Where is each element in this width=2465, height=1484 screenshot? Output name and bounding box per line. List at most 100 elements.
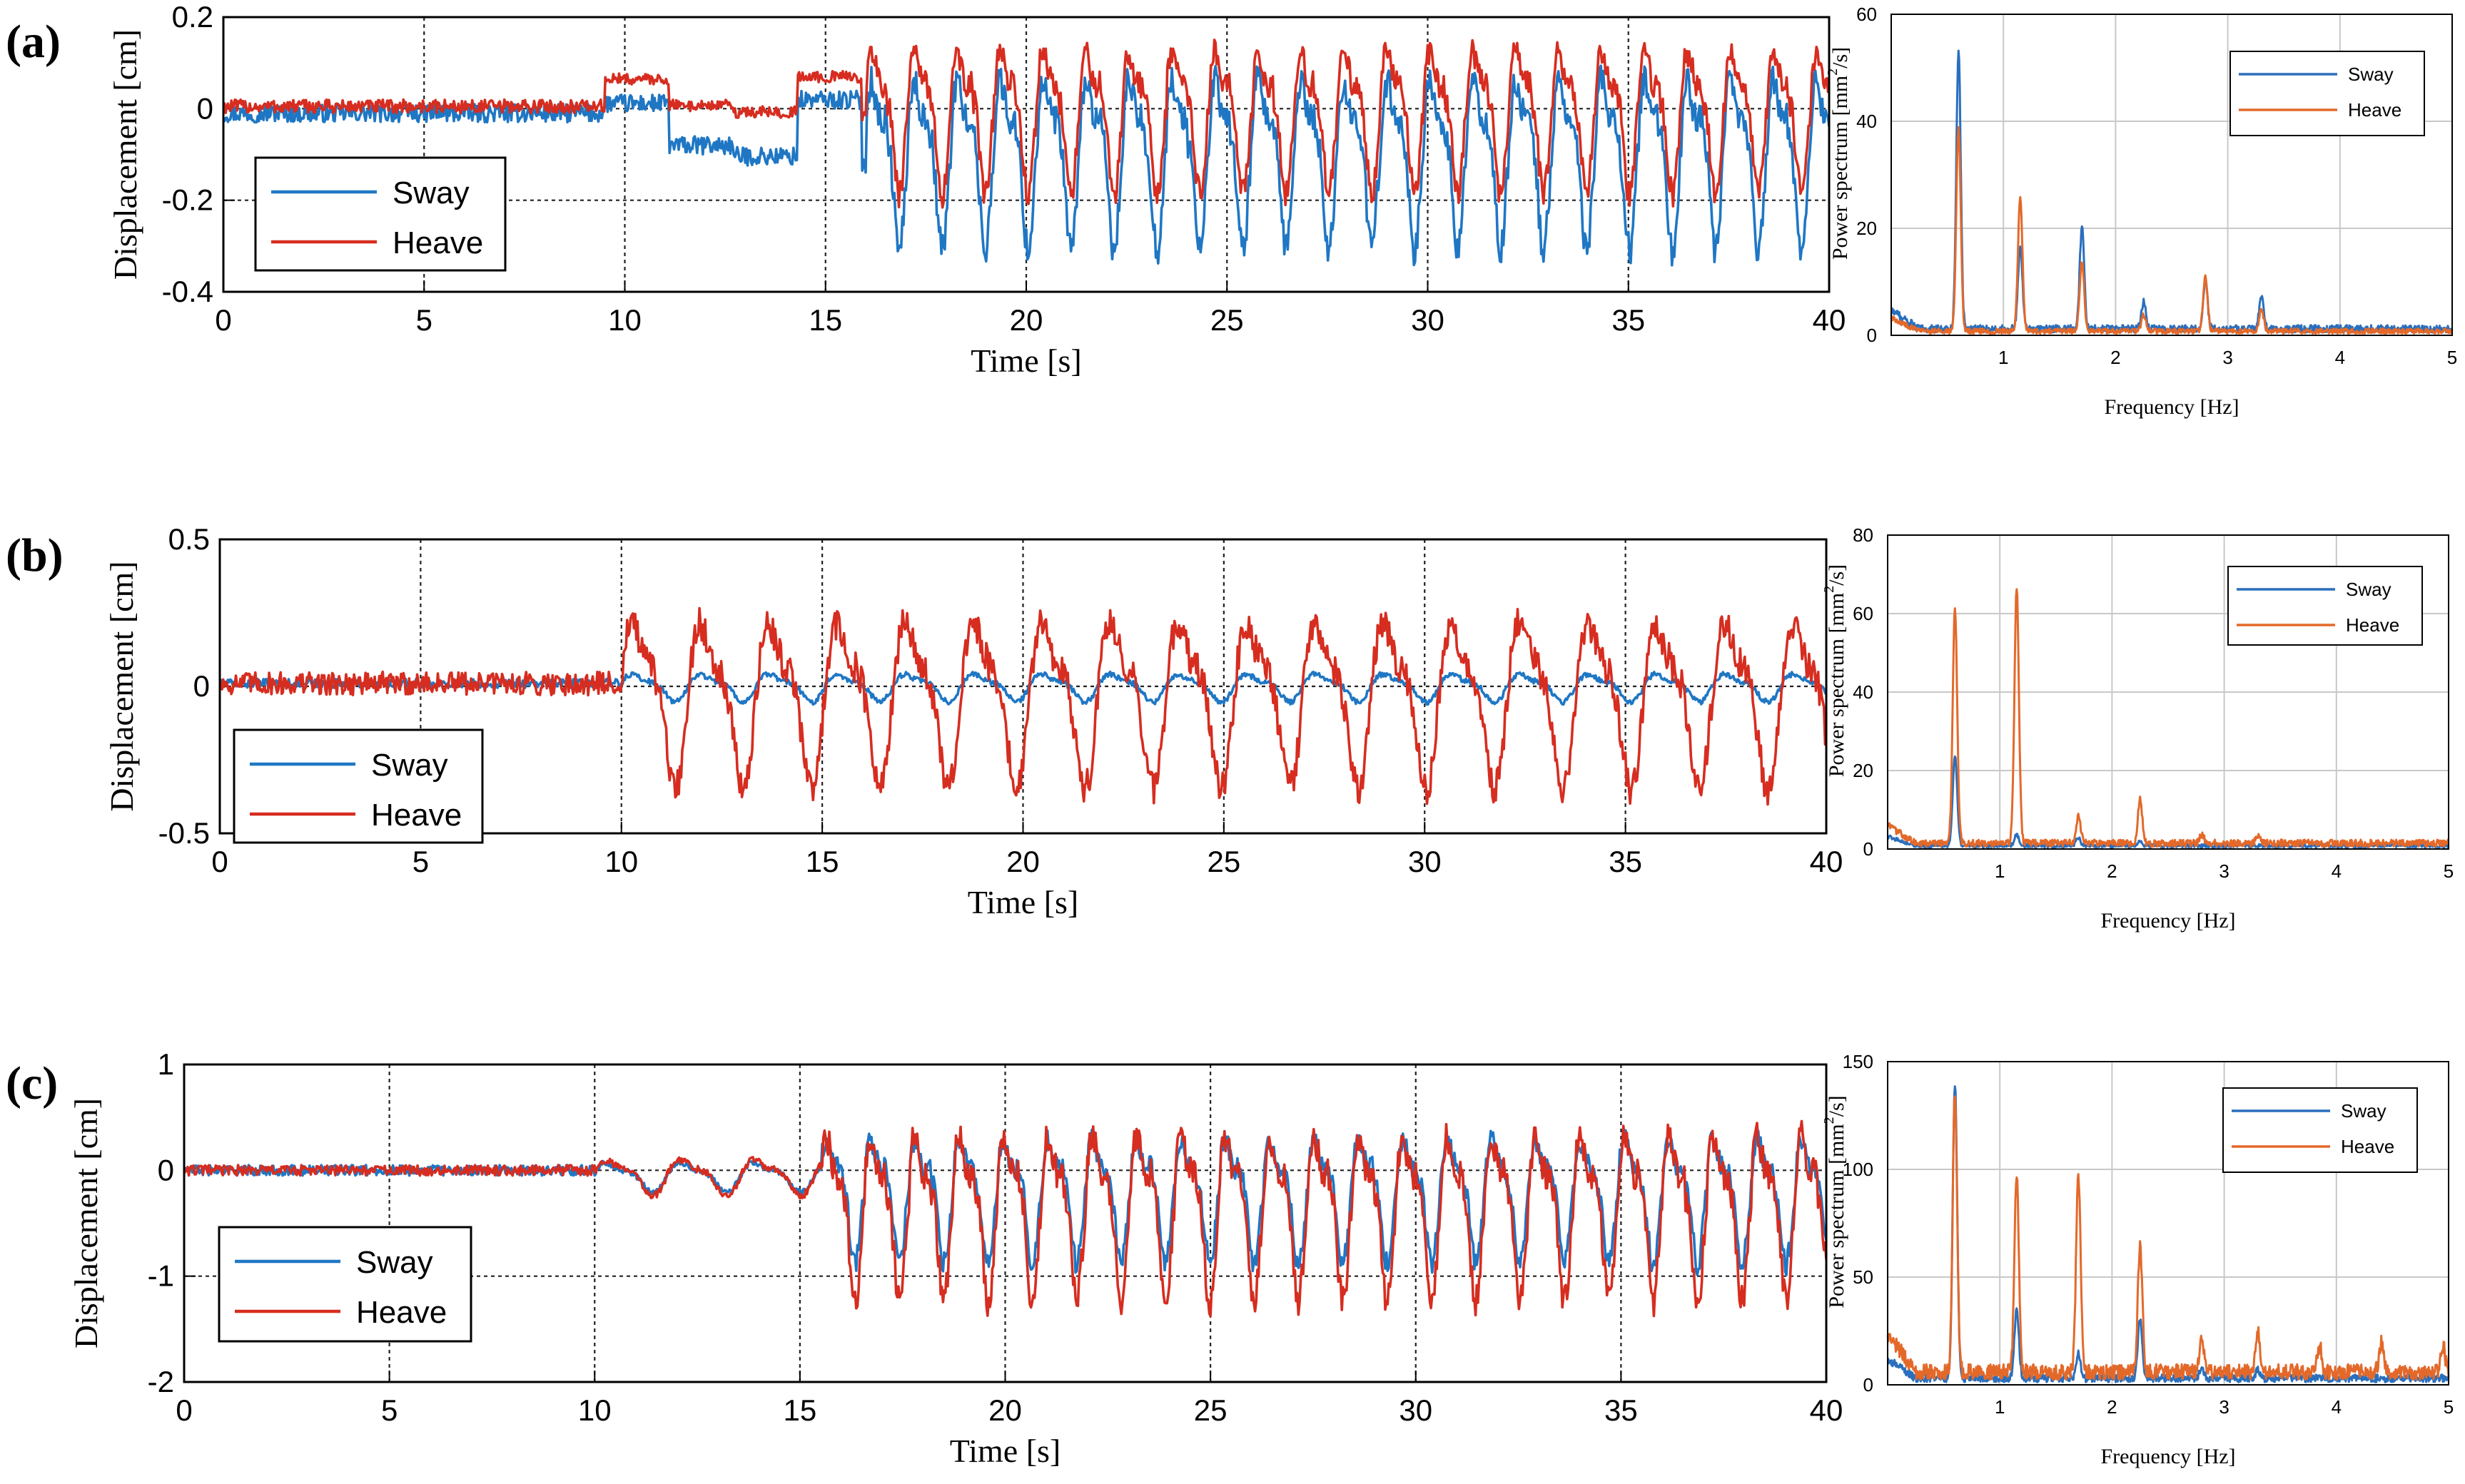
x-axis-label: Time [s] [950, 1433, 1061, 1469]
spectrum-y-tick-label: 150 [1843, 1051, 1873, 1072]
x-tick-label: 30 [1408, 845, 1442, 878]
spectrum-x-tick-label: 4 [2335, 347, 2345, 368]
spectrum-x-tick-label: 5 [2444, 1396, 2454, 1418]
y-axis-label: Displacement [cm] [107, 29, 143, 280]
spectrum-x-tick-label: 2 [2107, 860, 2117, 882]
spectrum-x-tick-label: 1 [1995, 1396, 2005, 1418]
y-tick-label: 0.5 [168, 522, 210, 556]
spectrum-x-tick-label: 2 [2110, 347, 2120, 368]
spectrum-y-tick-label: 60 [1856, 4, 1877, 25]
spectrum-x-axis-label: Frequency [Hz] [2100, 909, 2235, 932]
time-chart: 0 5 10 15 20 25 30 35 40 -0.4 -0.2 0 0.2 Time [s] Disp… [107, 0, 1846, 379]
spectrum-chart: 1 2 3 4 5 0 20 40 60 Frequency [Hz] Power spectrum… [1825, 4, 2457, 419]
spectrum-frame [1890, 14, 2453, 336]
spectrum-y-tick-label: 0 [1863, 1374, 1873, 1396]
x-tick-label: 25 [1194, 1393, 1228, 1427]
spectrum-y-tick-label: 80 [1853, 524, 1873, 546]
spectrum-y-axis-label: Power spectrum [mm2/s] [1821, 564, 1848, 777]
spectrum-legend-entry-sway: Sway [2348, 63, 2394, 85]
spectrum-legend-entry-heave: Heave [2346, 614, 2399, 636]
legend-entry-sway: Sway [393, 176, 470, 210]
spectrum-legend-entry-sway: Sway [2341, 1100, 2386, 1122]
x-tick-label: 0 [211, 845, 228, 878]
spectrum-legend: Sway Heave [2229, 51, 2425, 136]
y-tick-label: -2 [148, 1365, 174, 1398]
spectrum-line-heave [1890, 126, 2454, 335]
panel-label: (b) [6, 529, 64, 581]
spectrum-legend-entry-heave: Heave [2348, 99, 2401, 121]
spectrum-x-tick-label: 5 [2447, 347, 2457, 368]
x-axis-label: Time [s] [968, 884, 1079, 920]
legend-entry-sway: Sway [356, 1245, 433, 1280]
spectrum-legend-entry-sway: Sway [2346, 579, 2391, 600]
x-tick-label: 15 [806, 845, 839, 878]
spectrum-legend: Sway Heave [2227, 566, 2423, 646]
spectrum-y-axis-label: Power spectrum [mm2/s] [1825, 47, 1852, 260]
legend: Sway Heave [233, 728, 484, 844]
y-tick-label: 1 [158, 1047, 174, 1081]
plot-frame [218, 538, 1828, 835]
spectrum-line-heave [1886, 1095, 2450, 1381]
y-tick-label: 0 [193, 669, 210, 703]
spectrum-legend-box [2222, 1087, 2418, 1173]
legend-box [254, 156, 507, 272]
x-tick-label: 25 [1208, 845, 1241, 878]
legend: Sway Heave [218, 1226, 472, 1343]
spectrum-x-tick-label: 4 [2332, 860, 2342, 882]
spectrum-legend-box [2227, 566, 2423, 646]
panel-label: (a) [6, 16, 61, 68]
y-tick-label: 0.2 [172, 0, 213, 34]
spectrum-x-tick-label: 5 [2444, 860, 2454, 882]
plot-frame [183, 1063, 1828, 1383]
y-tick-label: -0.4 [162, 275, 213, 308]
x-tick-label: 25 [1210, 303, 1244, 337]
spectrum-y-tick-label: 60 [1853, 603, 1873, 624]
x-tick-label: 0 [176, 1393, 192, 1427]
spectrum-frame [1887, 534, 2449, 850]
spectrum-y-tick-label: 40 [1853, 681, 1873, 703]
spectrum-y-tick-label: 0 [1863, 838, 1873, 860]
spectrum-line-heave [1887, 588, 2449, 848]
panel-label: (c) [6, 1057, 58, 1109]
spectrum-y-tick-label: 40 [1856, 111, 1877, 132]
spectrum-x-axis-label: Frequency [Hz] [2104, 395, 2239, 419]
x-tick-label: 15 [809, 303, 842, 337]
x-tick-label: 20 [1006, 845, 1040, 878]
y-axis-label: Displacement [cm] [103, 561, 140, 811]
x-tick-label: 5 [412, 845, 429, 878]
x-tick-label: 10 [604, 845, 638, 878]
legend-entry-heave: Heave [356, 1295, 447, 1330]
legend-box [233, 728, 484, 844]
x-tick-label: 5 [381, 1393, 398, 1427]
spectrum-x-tick-label: 3 [2219, 860, 2229, 882]
spectrum-y-tick-label: 50 [1853, 1266, 1873, 1288]
spectrum-legend-entry-heave: Heave [2341, 1136, 2394, 1157]
x-tick-label: 20 [988, 1393, 1022, 1427]
y-tick-label: -1 [148, 1259, 174, 1293]
spectrum-x-tick-label: 1 [1998, 347, 2008, 368]
series-line-sway [223, 64, 1829, 267]
y-axis-label: Displacement [cm] [68, 1098, 104, 1348]
spectrum-frame [1887, 1061, 2449, 1386]
y-tick-label: -0.2 [162, 183, 213, 217]
legend-box [218, 1226, 472, 1343]
spectrum-legend-box [2229, 51, 2425, 136]
plot-frame [222, 16, 1831, 293]
spectrum-x-tick-label: 4 [2332, 1396, 2342, 1418]
spectrum-x-tick-label: 1 [1995, 860, 2005, 882]
spectrum-x-axis-label: Frequency [Hz] [2100, 1445, 2235, 1468]
spectrum-legend: Sway Heave [2222, 1087, 2418, 1173]
legend-entry-sway: Sway [371, 748, 448, 783]
time-chart: 0 5 10 15 20 25 30 35 40 -2 -1 0 1 Time [s] Displaceme… [68, 1047, 1843, 1469]
spectrum-x-tick-label: 3 [2222, 347, 2232, 368]
spectrum-x-tick-label: 3 [2219, 1396, 2229, 1418]
x-axis-label: Time [s] [971, 342, 1082, 379]
legend: Sway Heave [254, 156, 507, 272]
x-tick-label: 35 [1604, 1393, 1638, 1427]
legend-entry-heave: Heave [371, 798, 462, 833]
